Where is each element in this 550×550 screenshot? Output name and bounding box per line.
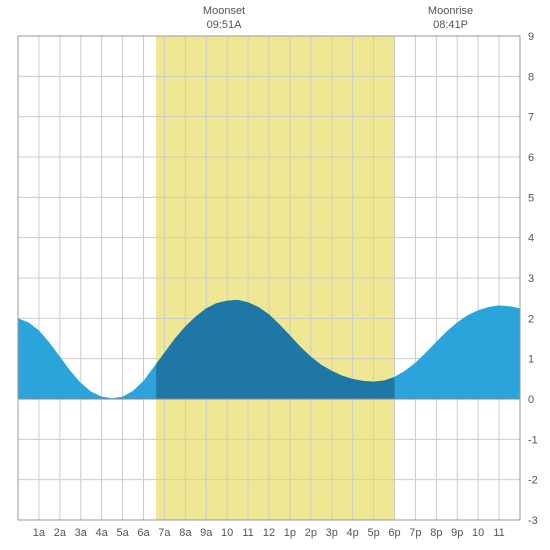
- x-tick-label: 6p: [388, 527, 400, 539]
- x-tick-label: 7a: [158, 527, 171, 539]
- moon-event-time: 09:51A: [207, 19, 243, 31]
- y-tick-label: 4: [528, 233, 534, 245]
- moon-event-time: 08:41P: [433, 19, 468, 31]
- x-tick-label: 9p: [451, 527, 463, 539]
- x-tick-label: 6a: [137, 527, 150, 539]
- x-tick-label: 5a: [116, 527, 129, 539]
- x-tick-label: 8a: [179, 527, 192, 539]
- x-tick-label: 11: [493, 527, 504, 539]
- y-tick-label: 0: [528, 394, 534, 406]
- moon-event-title: Moonrise: [428, 5, 473, 17]
- x-tick-label: 8p: [430, 527, 442, 539]
- y-tick-label: 9: [528, 31, 534, 43]
- y-tick-label: 5: [528, 192, 534, 204]
- x-tick-label: 3a: [75, 527, 88, 539]
- x-tick-label: 10: [221, 527, 233, 539]
- y-tick-label: 8: [528, 71, 534, 83]
- x-tick-label: 3p: [326, 527, 338, 539]
- x-tick-label: 5p: [367, 527, 379, 539]
- tide-chart: -3-2-101234567891a2a3a4a5a6a7a8a9a101112…: [0, 0, 550, 550]
- x-tick-label: 10: [472, 527, 484, 539]
- y-tick-label: 7: [528, 112, 534, 124]
- x-tick-label: 9a: [200, 527, 213, 539]
- y-tick-label: -1: [528, 434, 538, 446]
- x-tick-label: 7p: [409, 527, 421, 539]
- x-tick-label: 2a: [54, 527, 67, 539]
- chart-svg: -3-2-101234567891a2a3a4a5a6a7a8a9a101112…: [0, 0, 550, 550]
- x-tick-label: 1a: [33, 527, 46, 539]
- x-tick-label: 12: [263, 527, 275, 539]
- x-tick-label: 11: [242, 527, 253, 539]
- y-tick-label: 6: [528, 152, 534, 164]
- x-tick-label: 1p: [284, 527, 296, 539]
- moon-event-title: Moonset: [203, 5, 245, 17]
- x-tick-label: 4a: [96, 527, 109, 539]
- y-tick-label: -2: [528, 475, 538, 487]
- y-tick-label: -3: [528, 515, 538, 527]
- y-tick-label: 1: [528, 354, 534, 366]
- y-tick-label: 2: [528, 313, 534, 325]
- y-tick-label: 3: [528, 273, 534, 285]
- x-tick-label: 2p: [305, 527, 317, 539]
- x-tick-label: 4p: [347, 527, 359, 539]
